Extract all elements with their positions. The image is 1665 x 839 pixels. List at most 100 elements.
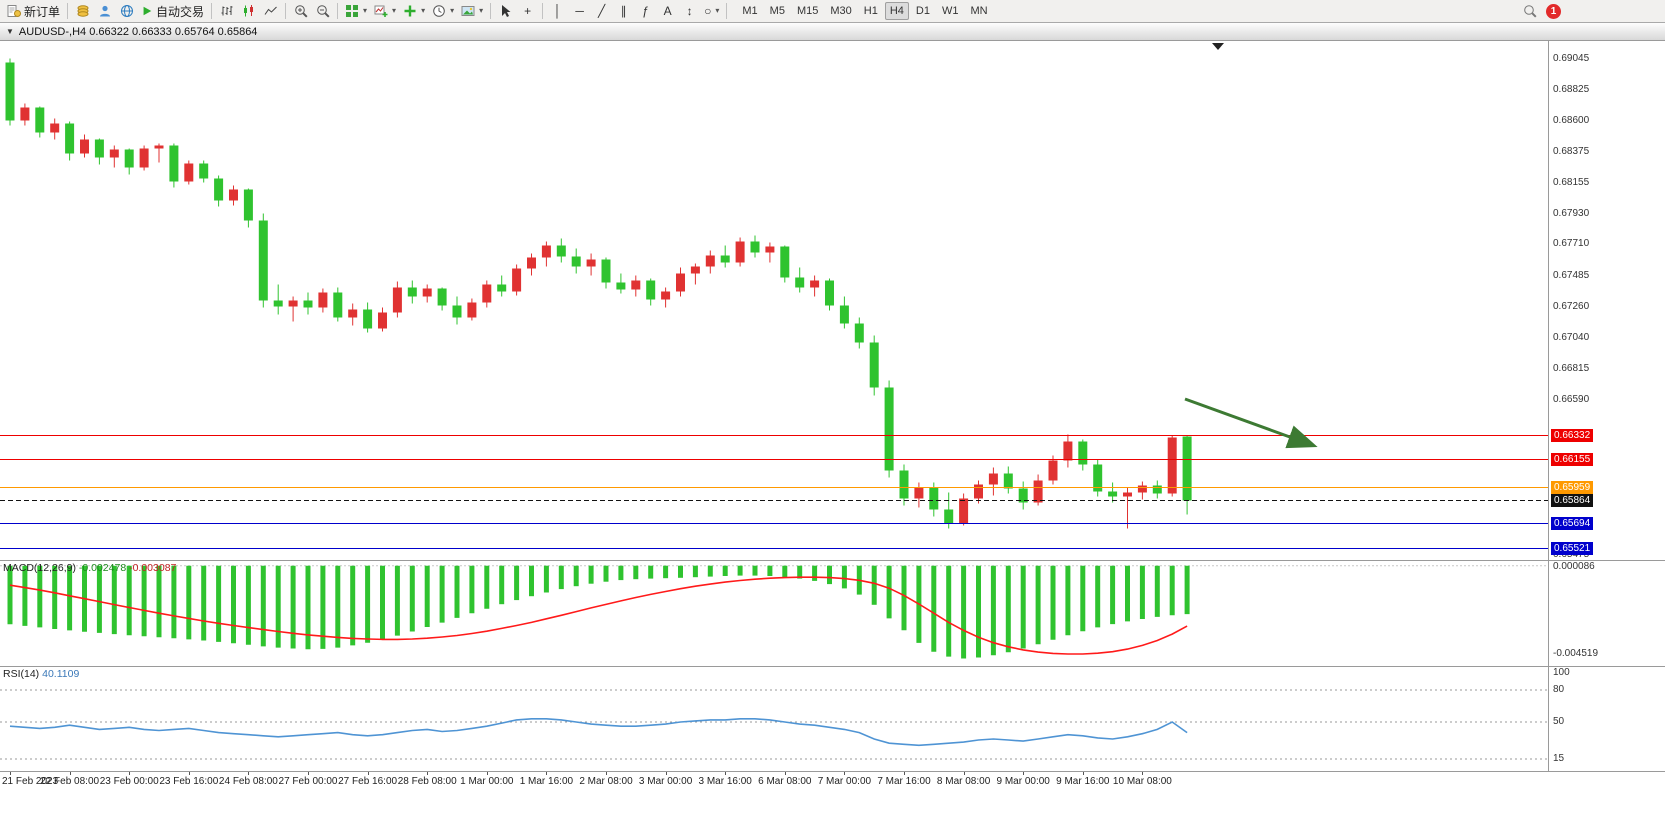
new-chart-button[interactable]: ▾ bbox=[371, 1, 399, 21]
macd-axis[interactable]: 0.000086 -0.004519 bbox=[1548, 561, 1665, 666]
timeframe-w1[interactable]: W1 bbox=[937, 2, 964, 20]
vertical-line-button[interactable]: │ bbox=[547, 1, 568, 21]
new-order-button[interactable]: 新订单 bbox=[4, 1, 63, 21]
globe-icon bbox=[120, 5, 133, 17]
indicators-plus-icon bbox=[404, 5, 416, 17]
crosshair-button[interactable]: + bbox=[517, 1, 538, 21]
candlestick-icon bbox=[243, 5, 253, 17]
support-line-1-price-badge: 0.65694 bbox=[1551, 516, 1594, 530]
fibonacci-icon: ƒ bbox=[642, 4, 649, 18]
time-axis-label: 2 Mar 08:00 bbox=[579, 776, 633, 787]
time-axis-tick bbox=[784, 772, 786, 775]
macd-name: MACD(12,26,9) bbox=[3, 562, 76, 574]
autotrade-button[interactable]: 自动交易 bbox=[138, 1, 207, 21]
price-axis-tick: 0.67930 bbox=[1553, 207, 1590, 219]
search-button[interactable] bbox=[1519, 1, 1540, 21]
price-axis-tick: 0.67710 bbox=[1553, 237, 1590, 249]
trend-arrow-annotation[interactable] bbox=[1184, 397, 1318, 449]
cursor-button[interactable] bbox=[495, 1, 516, 21]
rsi-line bbox=[9, 717, 1188, 747]
chart-title: AUDUSD-,H4 0.66322 0.66333 0.65764 0.658… bbox=[18, 25, 258, 38]
resistance-line-1-price-badge: 0.66332 bbox=[1551, 428, 1594, 442]
time-axis-tick bbox=[546, 772, 548, 775]
timeframe-m15[interactable]: M15 bbox=[792, 2, 823, 20]
rsi-axis[interactable]: 100 80 50 15 bbox=[1548, 667, 1665, 771]
line-chart-button[interactable] bbox=[260, 1, 281, 21]
timeframe-m1[interactable]: M1 bbox=[737, 2, 762, 20]
rsi-panel[interactable]: RSI(14) 40.1109 bbox=[0, 667, 1548, 771]
timeframe-toolbar: M1 M5 M15 M30 H1 H4 D1 W1 MN bbox=[737, 2, 992, 20]
price-chart[interactable] bbox=[0, 41, 1548, 560]
tile-windows-icon bbox=[346, 5, 359, 17]
arrows-tool-button[interactable]: ↕ bbox=[679, 1, 700, 21]
time-axis-label: 21 Feb 2023 bbox=[2, 776, 59, 787]
price-axis-tick: 0.66590 bbox=[1553, 393, 1590, 405]
price-axis[interactable]: 0.69045 0.68825 0.68600 0.68375 0.68155 0.679… bbox=[1548, 41, 1665, 560]
chevron-down-icon: ▾ bbox=[363, 6, 368, 15]
timeframe-m30[interactable]: M30 bbox=[825, 2, 856, 20]
time-axis-tick bbox=[606, 772, 607, 775]
chart-shift-marker[interactable] bbox=[1212, 43, 1224, 50]
tile-windows-button[interactable]: ▾ bbox=[342, 1, 370, 21]
toolbar-separator bbox=[337, 3, 339, 19]
person-icon bbox=[99, 5, 110, 17]
macd-signal-line bbox=[9, 576, 1188, 655]
time-axis-tick bbox=[367, 772, 369, 775]
clock-icon bbox=[433, 5, 445, 17]
templates-button[interactable]: ▾ bbox=[458, 1, 486, 21]
bar-chart-button[interactable] bbox=[216, 1, 237, 21]
time-axis-tick bbox=[844, 772, 846, 775]
timeframe-h1[interactable]: H1 bbox=[859, 2, 883, 20]
timeframe-h4[interactable]: H4 bbox=[884, 2, 909, 20]
time-axis-tick bbox=[486, 772, 488, 775]
horizontal-line-button[interactable]: ─ bbox=[569, 1, 590, 21]
chevron-down-icon: ▾ bbox=[421, 6, 426, 15]
channel-button[interactable]: ∥ bbox=[613, 1, 634, 21]
macd-axis-tick: -0.004519 bbox=[1553, 648, 1599, 659]
time-axis-label: 22 Feb 08:00 bbox=[40, 776, 100, 787]
timeframe-d1[interactable]: D1 bbox=[911, 2, 935, 20]
candlestick-chart-button[interactable] bbox=[238, 1, 259, 21]
macd-canvas[interactable] bbox=[0, 561, 1548, 666]
text-label-button[interactable]: A bbox=[657, 1, 678, 21]
time-axis-tick bbox=[904, 772, 905, 775]
time-axis-label: 10 Mar 08:00 bbox=[1112, 776, 1172, 787]
toolbar-separator bbox=[211, 3, 213, 19]
community-button[interactable] bbox=[94, 1, 115, 21]
rsi-axis-tick: 15 bbox=[1553, 753, 1565, 765]
time-axis-tick bbox=[963, 772, 965, 775]
time-axis-label: 28 Feb 08:00 bbox=[397, 776, 457, 787]
macd-signal-value: -0.003087 bbox=[129, 562, 177, 574]
time-axis-tick bbox=[69, 772, 71, 775]
timeframe-mn[interactable]: MN bbox=[965, 2, 992, 20]
macd-panel[interactable]: MACD(12,26,9) -0.002478 -0.003087 bbox=[0, 561, 1548, 666]
price-axis-tick: 0.67485 bbox=[1553, 269, 1590, 281]
zoom-out-button[interactable] bbox=[312, 1, 333, 21]
fibonacci-button[interactable]: ƒ bbox=[635, 1, 656, 21]
time-axis-label: 24 Feb 08:00 bbox=[218, 776, 278, 787]
crosshair-icon: + bbox=[524, 4, 532, 18]
rsi-canvas[interactable] bbox=[0, 667, 1548, 771]
time-axis-label: 1 Mar 00:00 bbox=[460, 776, 514, 787]
template-image-icon bbox=[461, 6, 475, 16]
channel-icon: ∥ bbox=[620, 4, 627, 18]
indicators-button[interactable]: ▾ bbox=[400, 1, 428, 21]
deposit-button[interactable] bbox=[72, 1, 93, 21]
chart-window: ▼ AUDUSD-,H4 0.66322 0.66333 0.65764 0.6… bbox=[0, 23, 1665, 791]
shapes-button[interactable]: ○ ▾ bbox=[701, 1, 722, 21]
window-menu-icon[interactable]: ▼ bbox=[6, 27, 14, 36]
timeframe-m5[interactable]: M5 bbox=[765, 2, 790, 20]
time-axis[interactable]: 21 Feb 2023 22 Feb 08:00 23 Feb 00:00 23 Fe… bbox=[0, 771, 1665, 791]
arrows-icon: ↕ bbox=[686, 4, 693, 18]
price-axis-tick: 0.68155 bbox=[1553, 176, 1590, 188]
main-chart-canvas[interactable] bbox=[0, 41, 1548, 560]
macd-axis-tick: 0.000086 bbox=[1553, 561, 1595, 572]
notification-badge[interactable]: 1 bbox=[1546, 3, 1561, 19]
trendline-button[interactable]: ╱ bbox=[591, 1, 612, 21]
periods-button[interactable]: ▾ bbox=[429, 1, 457, 21]
market-button[interactable] bbox=[116, 1, 137, 21]
zoom-out-icon bbox=[316, 5, 330, 18]
chevron-down-icon: ▾ bbox=[392, 6, 397, 15]
rsi-name: RSI(14) bbox=[3, 668, 40, 680]
zoom-in-button[interactable] bbox=[290, 1, 311, 21]
